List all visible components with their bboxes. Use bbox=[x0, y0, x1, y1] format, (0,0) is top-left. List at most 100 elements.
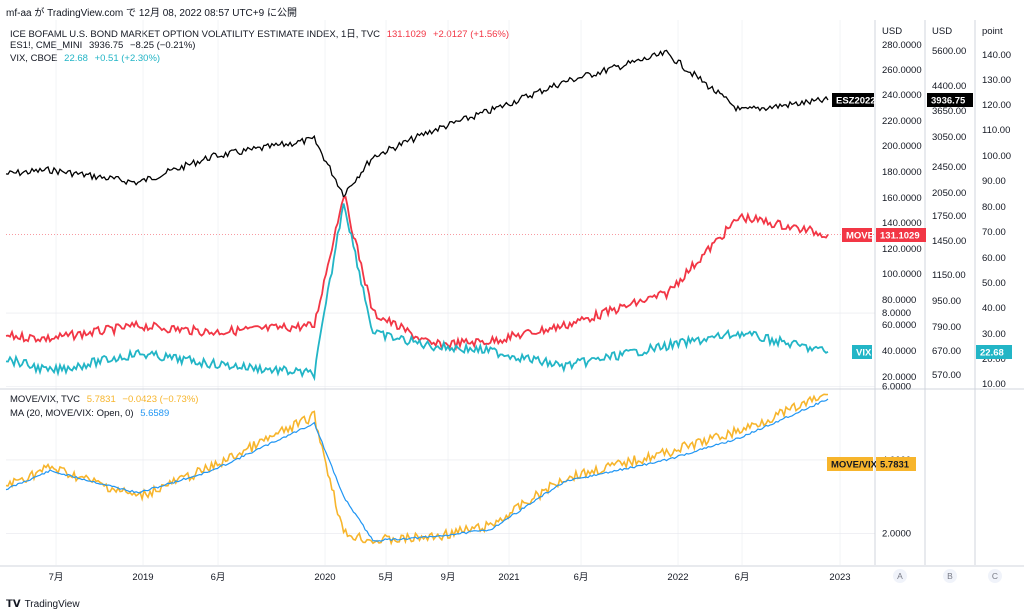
usd1-axis-title: USD bbox=[882, 26, 902, 37]
time-tick-label: 6月 bbox=[574, 572, 589, 583]
usd1-tick-label: 200.0000 bbox=[882, 141, 922, 152]
usd1-tick-label: 260.0000 bbox=[882, 65, 922, 76]
legend-vix-value: 22.68 bbox=[64, 53, 88, 64]
point-tick-label: 90.00 bbox=[982, 176, 1006, 187]
usd2-tick-label: 4400.00 bbox=[932, 81, 966, 92]
ratio-price-tag-bg bbox=[827, 457, 873, 471]
legend-ratio-value: 5.7831 bbox=[86, 394, 116, 405]
usd1-tick-label: 120.0000 bbox=[882, 244, 922, 255]
scale-button bbox=[988, 569, 1002, 583]
point-tick-label: 110.00 bbox=[982, 125, 1010, 136]
legend-move[interactable]: ICE BOFAML U.S. BOND MARKET OPTION VOLAT… bbox=[10, 26, 509, 40]
ratio-axis-value-tag: 5.7831 bbox=[880, 460, 910, 471]
legend-ratio[interactable]: MOVE/VIX, TVC 5.7831 −0.0423 (−0.73%) bbox=[10, 394, 198, 405]
legend-move-value: 131.1029 bbox=[386, 29, 427, 40]
legend-es-value: 3936.75 bbox=[88, 40, 124, 51]
usd1-tick-label: 180.0000 bbox=[882, 167, 922, 178]
usd2-tick-label: 1750.00 bbox=[932, 211, 966, 222]
usd2-axis-title: USD bbox=[932, 26, 952, 37]
usd1-tick-label: 160.0000 bbox=[882, 193, 922, 204]
scale-button-label: C bbox=[992, 571, 998, 581]
point-tick-label: 60.00 bbox=[982, 253, 1006, 264]
legend-move-change: +2.0127 (+1.56%) bbox=[432, 29, 510, 40]
ratio-tick-label: 2.0000 bbox=[882, 528, 911, 539]
time-tick-label: 2019 bbox=[132, 572, 153, 583]
usd2-tick-label: 950.00 bbox=[932, 296, 961, 307]
move-axis-value-tag-bg bbox=[876, 228, 926, 242]
ratio-tick-label: 8.0000 bbox=[882, 308, 911, 319]
point-tick-label: 50.00 bbox=[982, 278, 1006, 289]
time-tick-label: 5月 bbox=[379, 572, 394, 583]
move-axis-value-tag: 131.1029 bbox=[880, 231, 920, 242]
point-tick-label: 100.00 bbox=[982, 151, 1011, 162]
series-lines bbox=[5, 49, 829, 546]
usd1-tick-label: 20.0000 bbox=[882, 372, 916, 383]
gridlines bbox=[6, 20, 875, 565]
usd1-tick-label: 280.0000 bbox=[882, 40, 922, 51]
ratio-axis-value-tag-bg bbox=[876, 457, 916, 471]
vix-price-tag-bg bbox=[852, 345, 872, 359]
usd1-tick-label: 100.0000 bbox=[882, 269, 922, 280]
time-tick-label: 2022 bbox=[667, 572, 688, 583]
point-tick-label: 70.00 bbox=[982, 227, 1006, 238]
vix-axis-value-tag: 22.68 bbox=[980, 348, 1004, 359]
footer-brand: TradingView bbox=[24, 599, 80, 610]
time-tick-label: 2020 bbox=[314, 572, 335, 583]
time-tick-label: 6月 bbox=[211, 572, 226, 583]
legend-vix-name: VIX, CBOE bbox=[10, 53, 58, 64]
usd1-tick-label: 40.0000 bbox=[882, 346, 916, 357]
point-axis-title: point bbox=[982, 26, 1003, 37]
scale-button bbox=[943, 569, 957, 583]
time-tick-label: 2023 bbox=[829, 572, 850, 583]
usd1-tick-label: 220.0000 bbox=[882, 116, 922, 127]
es-axis-value-tag-bg bbox=[927, 93, 973, 107]
point-tick-label: 140.00 bbox=[982, 50, 1011, 61]
usd1-tick-label: 240.0000 bbox=[882, 90, 922, 101]
point-tick-label: 30.00 bbox=[982, 329, 1006, 340]
usd2-tick-label: 2450.00 bbox=[932, 162, 966, 173]
es-price-tag-bg bbox=[832, 93, 874, 107]
legend-es[interactable]: ES1!, CME_MINI 3936.75 −8.25 (−0.21%) bbox=[10, 40, 195, 51]
point-tick-label: 120.00 bbox=[982, 100, 1011, 111]
vix-price-tag: VIX bbox=[856, 348, 872, 359]
usd2-tick-label: 1450.00 bbox=[932, 236, 966, 247]
vix-axis-value-tag-bg bbox=[976, 345, 1012, 359]
move-price-tag: MOVE bbox=[846, 231, 874, 242]
usd2-tick-label: 3650.00 bbox=[932, 106, 966, 117]
usd1-tick-label: 140.0000 bbox=[882, 218, 922, 229]
scale-button-label: A bbox=[897, 571, 903, 581]
point-tick-label: 10.00 bbox=[982, 379, 1006, 390]
ma-series-line bbox=[5, 398, 829, 542]
es-price-tag: ESZ2022 bbox=[836, 96, 876, 107]
time-tick-label: 7月 bbox=[49, 572, 64, 583]
time-tick-label: 9月 bbox=[441, 572, 456, 583]
legend-ma[interactable]: MA (20, MOVE/VIX: Open, 0) 5.6589 bbox=[10, 408, 169, 419]
usd2-tick-label: 790.00 bbox=[932, 322, 961, 333]
ratio-series-line bbox=[5, 393, 829, 546]
point-tick-label: 130.00 bbox=[982, 75, 1011, 86]
usd2-tick-label: 570.00 bbox=[932, 370, 961, 381]
ratio-price-tag: MOVE/VIX bbox=[831, 460, 878, 471]
usd2-tick-label: 2050.00 bbox=[932, 188, 966, 199]
scale-button-label: B bbox=[947, 571, 953, 581]
legend-move-name: ICE BOFAML U.S. BOND MARKET OPTION VOLAT… bbox=[10, 29, 381, 40]
ratio-tick-label: 6.0000 bbox=[882, 382, 911, 393]
publish-header: mf-aa が TradingView.com で 12月 08, 2022 0… bbox=[6, 8, 297, 19]
legend-ma-value: 5.6589 bbox=[140, 408, 170, 419]
price-tags: ESZ2022 3936.75 MOVE 131.1029 VIX 22.68 MOVE/V… bbox=[827, 93, 1012, 471]
tradingview-logo-icon: 𝗧𝗩 bbox=[6, 599, 21, 610]
point-tick-label: 20.00 bbox=[982, 354, 1006, 365]
time-tick-label: 6月 bbox=[735, 572, 750, 583]
usd2-tick-label: 1150.00 bbox=[932, 270, 966, 281]
move-series-line bbox=[5, 195, 829, 352]
move-price-tag-bg bbox=[842, 228, 872, 242]
point-tick-label: 80.00 bbox=[982, 202, 1006, 213]
usd1-tick-label: 80.0000 bbox=[882, 295, 916, 306]
es-axis-value-tag: 3936.75 bbox=[931, 96, 966, 107]
vix-series-line bbox=[5, 203, 829, 382]
usd2-tick-label: 5600.00 bbox=[932, 46, 966, 57]
legend-ratio-name: MOVE/VIX, TVC bbox=[10, 394, 81, 405]
legend-vix[interactable]: VIX, CBOE 22.68 +0.51 (+2.30%) bbox=[10, 53, 160, 64]
legend-vix-change: +0.51 (+2.30%) bbox=[94, 53, 161, 64]
